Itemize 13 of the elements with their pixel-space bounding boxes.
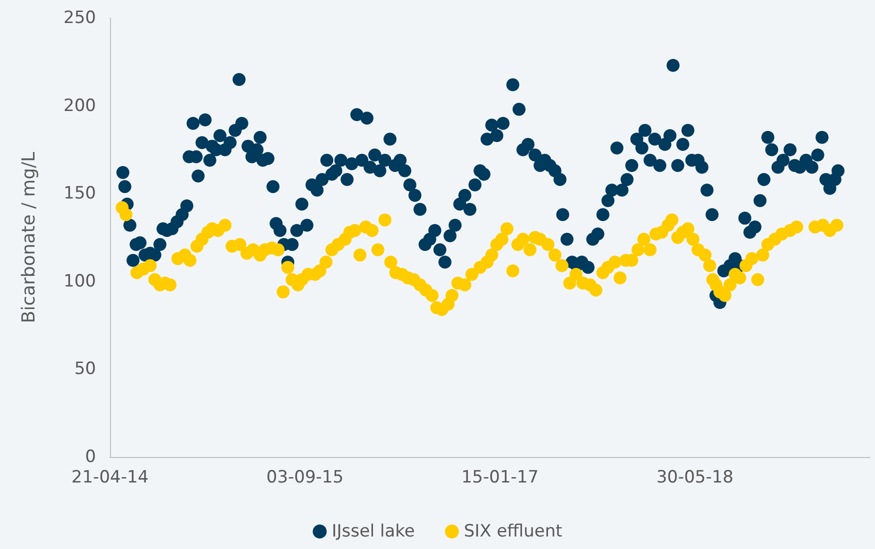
x-tick-label: 15-01-17: [461, 468, 539, 488]
y-tick-label: 50: [74, 359, 96, 380]
x-tick-label: 30-05-18: [656, 468, 734, 488]
y-tick-label: 0: [85, 447, 96, 467]
y-tick-label: 250: [64, 8, 96, 28]
y-tick-label: 150: [64, 184, 96, 204]
y-tick-label: 200: [64, 96, 96, 116]
legend-label: IJssel lake: [332, 522, 415, 542]
legend-label: SIX effluent: [464, 522, 563, 542]
x-tick-label: 03-09-15: [266, 468, 344, 488]
x-tick-label: 21-04-14: [71, 468, 149, 488]
y-tick-label: 100: [64, 271, 96, 292]
y-axis-title: Bicarbonate / mg/L: [18, 152, 40, 324]
